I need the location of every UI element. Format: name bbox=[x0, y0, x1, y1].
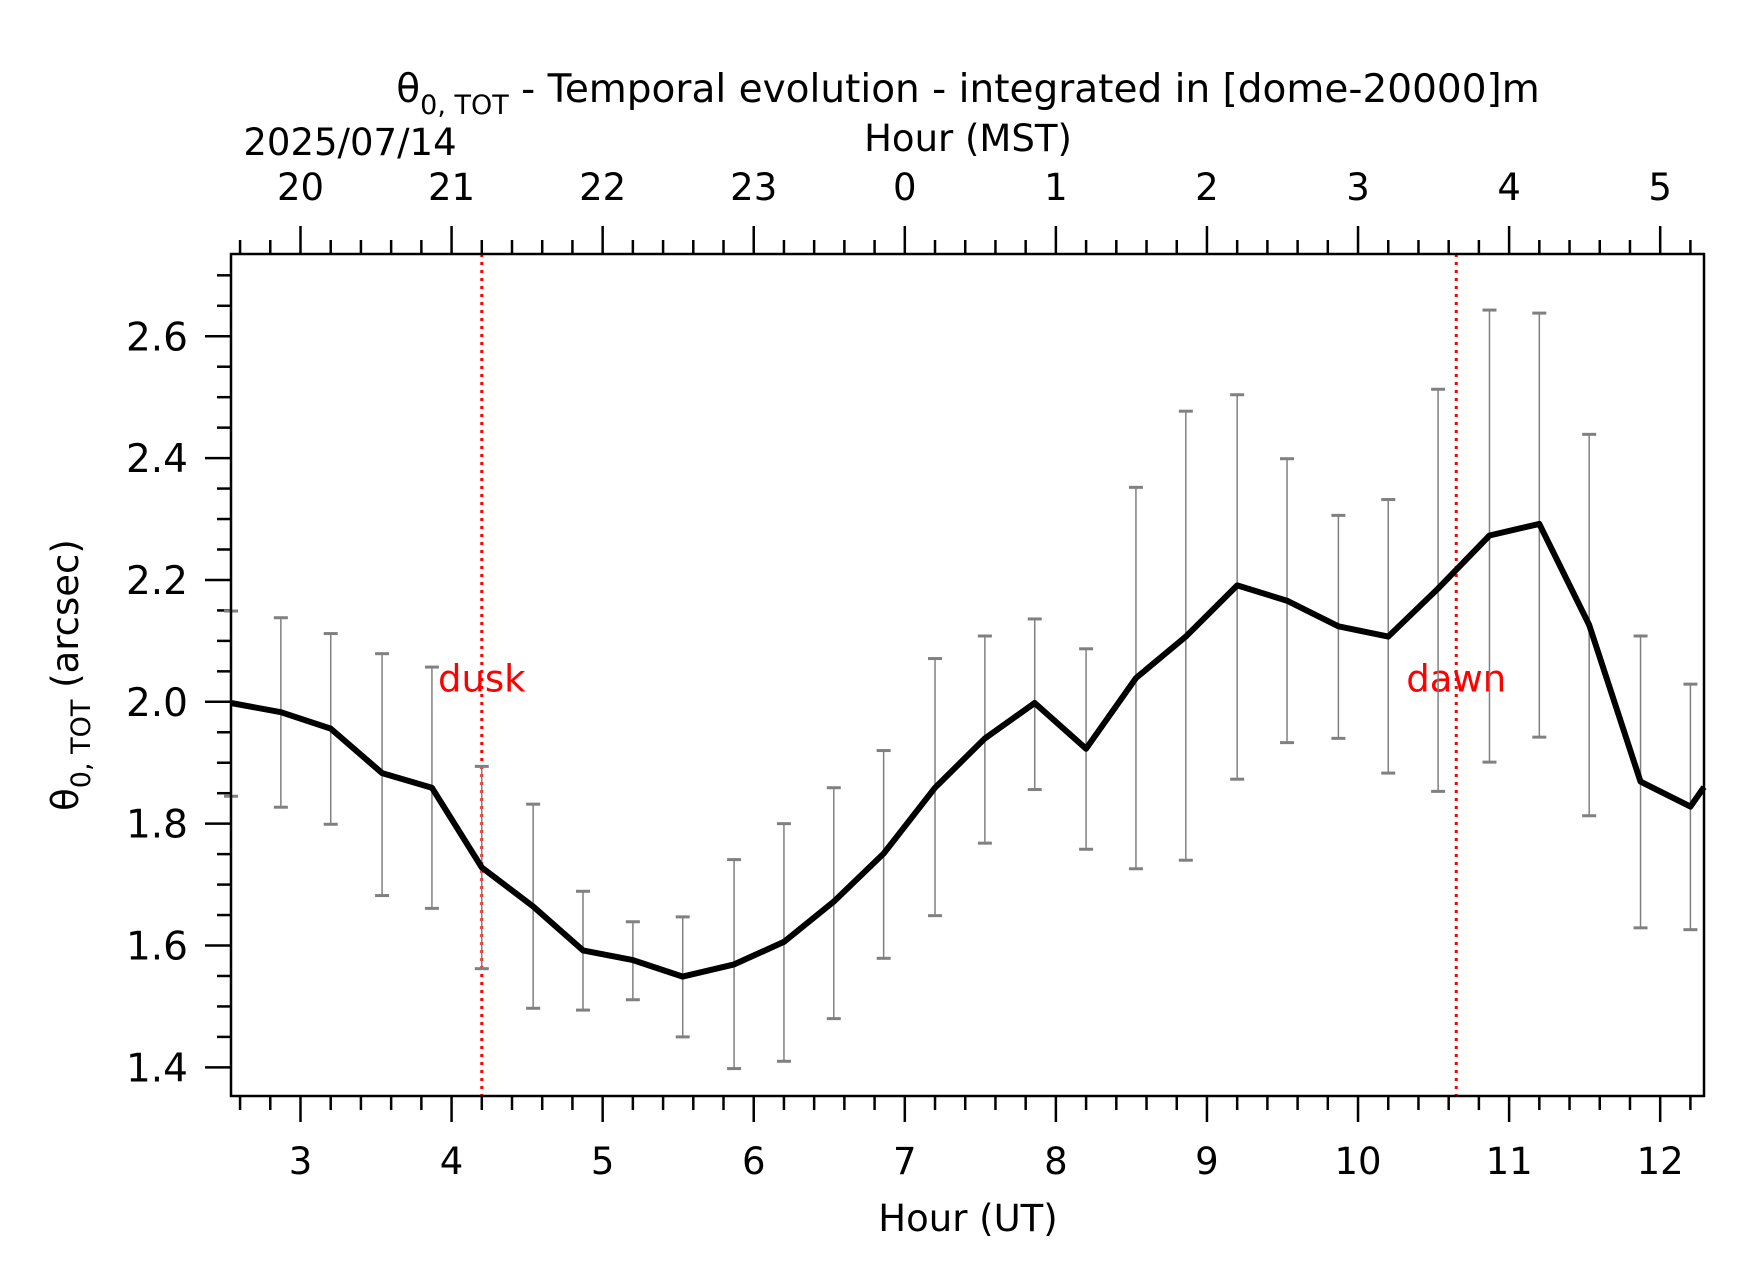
x-tick-label: 10 bbox=[1334, 1140, 1381, 1183]
top-x-axis-ticks: 20 21 22 23 0 1 2 3 4 5 bbox=[238, 166, 1692, 254]
x-tick-label: 11 bbox=[1486, 1140, 1533, 1183]
x-tick-label: 3 bbox=[289, 1140, 313, 1183]
top-tick-label: 3 bbox=[1346, 166, 1370, 209]
series-group bbox=[230, 520, 1707, 980]
top-tick-label: 4 bbox=[1497, 166, 1521, 209]
x-axis-label: Hour (UT) bbox=[878, 1197, 1057, 1240]
x-tick-label: 12 bbox=[1637, 1140, 1684, 1183]
series-line bbox=[230, 520, 1707, 980]
y-axis-label: θ0, TOT (arcsec) bbox=[44, 539, 97, 811]
y-tick-label: 1.6 bbox=[126, 925, 188, 970]
y-tick-label: 2.6 bbox=[126, 315, 188, 360]
top-tick-label: 0 bbox=[893, 166, 917, 209]
dusk-label: dusk bbox=[438, 657, 526, 700]
y-tick-label: 1.8 bbox=[126, 803, 188, 848]
chart-title: θ0, TOT - Temporal evolution - integrate… bbox=[396, 67, 1539, 121]
x-axis-ticks: 3 4 5 6 7 8 9 10 11 12 bbox=[238, 1096, 1692, 1183]
x-tick-label: 9 bbox=[1195, 1140, 1219, 1183]
x-tick-label: 5 bbox=[591, 1140, 615, 1183]
y-tick-label: 1.4 bbox=[126, 1046, 188, 1091]
date-label: 2025/07/14 bbox=[243, 121, 456, 164]
y-axis-ticks: 1.4 1.6 1.8 2.0 2.2 2.4 2.6 bbox=[126, 274, 231, 1091]
top-tick-label: 5 bbox=[1648, 166, 1672, 209]
y-tick-label: 2.2 bbox=[126, 559, 188, 604]
top-tick-label: 20 bbox=[277, 166, 324, 209]
plot-frame bbox=[229, 252, 1706, 1098]
event-lines: dusk dawn bbox=[438, 254, 1506, 1096]
top-tick-label: 2 bbox=[1195, 166, 1219, 209]
dawn-label: dawn bbox=[1406, 657, 1506, 700]
y-tick-label: 2.4 bbox=[126, 437, 188, 482]
top-tick-label: 23 bbox=[730, 166, 777, 209]
top-tick-label: 1 bbox=[1044, 166, 1068, 209]
x-tick-label: 6 bbox=[742, 1140, 766, 1183]
top-tick-label: 21 bbox=[428, 166, 475, 209]
top-tick-label: 22 bbox=[579, 166, 626, 209]
x-tick-label: 8 bbox=[1044, 1140, 1068, 1183]
top-x-axis-label: Hour (MST) bbox=[864, 117, 1072, 160]
y-tick-label: 2.0 bbox=[126, 681, 188, 726]
x-tick-label: 4 bbox=[440, 1140, 464, 1183]
x-tick-label: 7 bbox=[893, 1140, 917, 1183]
